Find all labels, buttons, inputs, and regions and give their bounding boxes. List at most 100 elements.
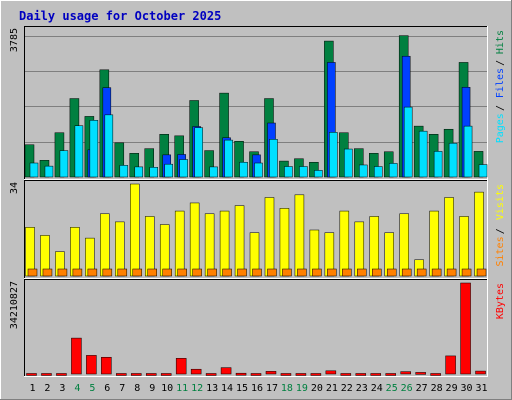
bar-sites <box>342 268 352 277</box>
bar-kbytes <box>56 373 67 376</box>
bar-visits <box>264 197 275 277</box>
x-tick-label: 12 <box>191 383 203 394</box>
bar-kbytes <box>26 373 37 376</box>
bar-kbytes <box>460 282 471 375</box>
bar-sites <box>192 268 202 277</box>
chart-panel-kbytes: 34210827 KBytes <box>9 279 506 377</box>
bars-hits-files-pages <box>24 35 488 178</box>
bar-sites <box>386 268 397 277</box>
series-axis-label: Files <box>495 68 506 98</box>
bar-pages <box>284 166 293 178</box>
bar-visits <box>115 221 125 277</box>
bar-visits <box>459 216 469 277</box>
bar-visits <box>294 194 305 277</box>
x-tick-label: 11 <box>176 383 188 394</box>
bar-visits <box>369 216 380 277</box>
bar-pages <box>59 150 69 178</box>
bar-visits <box>429 210 439 277</box>
bar-pages <box>104 114 114 178</box>
bar-sites <box>416 268 427 277</box>
bar-kbytes <box>445 355 456 375</box>
bar-kbytes <box>295 373 307 376</box>
x-tick-label: 26 <box>401 383 413 394</box>
series-axis-separator: / <box>495 228 506 234</box>
bar-sites <box>237 268 247 277</box>
x-tick-label: 5 <box>89 383 95 394</box>
bar-pages <box>149 167 158 178</box>
chart-title: Daily usage for October 2025 <box>19 9 221 23</box>
bar-kbytes <box>175 358 187 375</box>
bar-kbytes <box>280 373 292 376</box>
bar-hits <box>144 148 154 178</box>
x-tick-label: 28 <box>431 383 443 394</box>
bar-hits <box>114 142 125 178</box>
bar-pages <box>254 162 263 178</box>
x-tick-label: 14 <box>221 383 233 394</box>
bar-hits <box>129 153 140 178</box>
bar-sites <box>57 268 68 277</box>
bar-sites <box>401 268 412 277</box>
bar-pages <box>359 164 368 178</box>
bar-visits <box>339 210 350 277</box>
x-tick-label: 2 <box>44 383 50 394</box>
x-tick-label: 6 <box>104 383 110 394</box>
bar-visits <box>444 197 454 277</box>
bars-visits-sites <box>25 183 487 277</box>
bar-pages <box>374 166 383 178</box>
bar-sites <box>87 268 98 277</box>
x-tick-label: 27 <box>416 383 428 394</box>
bar-sites <box>312 268 322 277</box>
bar-pages <box>239 161 248 178</box>
bar-pages <box>403 106 413 178</box>
bar-kbytes <box>145 373 157 376</box>
bar-pages <box>194 127 203 178</box>
bar-visits <box>25 227 35 277</box>
bar-visits <box>234 205 245 277</box>
x-tick-label: 31 <box>475 383 487 394</box>
x-tick-label: 3 <box>59 383 65 394</box>
bar-kbytes <box>265 371 277 375</box>
bar-sites <box>207 268 217 277</box>
bar-kbytes <box>131 373 142 376</box>
bar-pages <box>44 165 54 178</box>
bar-kbytes <box>355 373 367 376</box>
series-axis-label: KBytes <box>495 283 506 319</box>
bar-kbytes <box>71 337 82 375</box>
bar-kbytes <box>430 373 441 376</box>
bar-visits <box>204 213 215 277</box>
bar-pages <box>388 163 398 178</box>
bar-kbytes <box>160 373 172 376</box>
x-tick-label: 16 <box>251 383 263 394</box>
bar-sites <box>72 268 83 277</box>
bar-sites <box>222 268 232 277</box>
bar-kbytes <box>86 355 97 375</box>
bar-kbytes <box>415 372 426 375</box>
bar-sites <box>102 268 113 277</box>
series-axis-separator: / <box>495 60 506 66</box>
x-axis-labels: 1 2 3 4 5 6 7 8 9 10 11 12 13 14 15 16 17 18 19 20 21 22 23 24 2… <box>29 383 487 394</box>
bar-pages <box>299 166 308 178</box>
x-tick-label: 15 <box>236 383 248 394</box>
x-tick-label: 18 <box>281 383 293 394</box>
bar-sites <box>327 268 337 277</box>
x-tick-label: 24 <box>371 383 383 394</box>
bar-pages <box>329 132 338 178</box>
bar-pages <box>119 165 129 178</box>
bar-sites <box>297 268 307 277</box>
y-axis-max-label: 34210827 <box>9 281 20 329</box>
bar-visits <box>354 221 365 277</box>
chart-panel-visits-sites: 34 Visits / Sites <box>9 180 506 279</box>
bar-sites <box>162 268 172 277</box>
chart-panels: 3785 Hits / Files / Pages 34 Visits / Sites 342108… <box>9 26 506 377</box>
bar-pages <box>29 162 39 178</box>
x-tick-label: 7 <box>119 383 125 394</box>
bar-kbytes <box>325 370 337 375</box>
x-tick-label: 13 <box>206 383 218 394</box>
bar-pages <box>344 148 353 178</box>
bar-sites <box>42 268 53 277</box>
y-axis-max-label: 3785 <box>9 28 20 52</box>
bar-sites <box>252 268 262 277</box>
bar-visits <box>70 227 80 277</box>
x-tick-label: 9 <box>149 383 155 394</box>
